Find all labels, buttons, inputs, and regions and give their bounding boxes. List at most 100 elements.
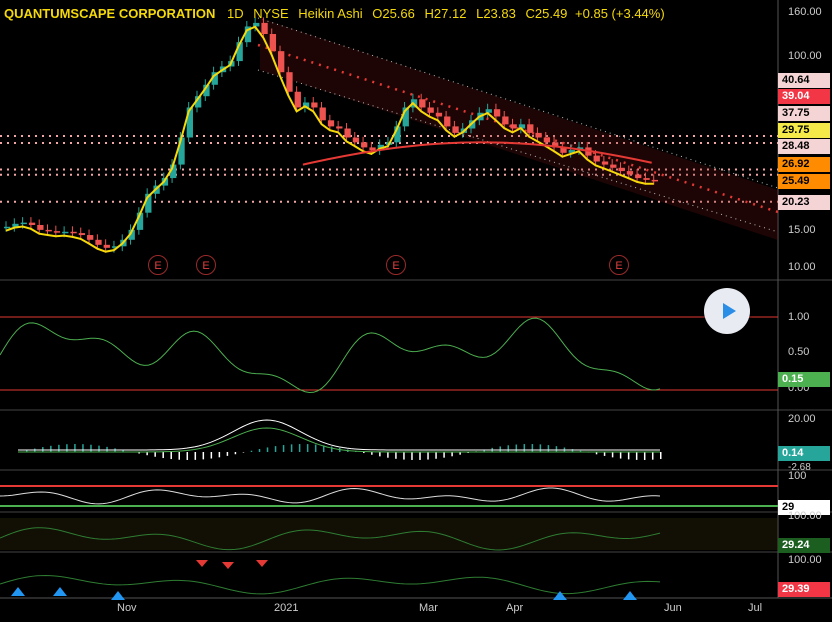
earnings-event-icon[interactable]: E — [609, 255, 629, 275]
mfi-tick: 100.00 — [788, 554, 822, 566]
osc-tag: 0.15 — [778, 372, 830, 387]
macd-histogram-bar — [26, 450, 28, 452]
macd-histogram-bar — [483, 449, 485, 452]
macd-histogram-bar — [515, 444, 518, 452]
price-tag: 26.92 — [778, 157, 830, 172]
macd-histogram-bar — [74, 444, 76, 452]
candle — [278, 51, 285, 73]
high-label: H — [424, 6, 434, 21]
candle — [493, 109, 501, 117]
oscillator-line — [0, 317, 661, 394]
candle — [543, 137, 551, 143]
mfi-tag: 29.39 — [778, 582, 830, 597]
candle — [12, 223, 19, 227]
rsi-line — [0, 487, 661, 505]
x-axis-label: Nov — [117, 602, 137, 614]
macd-histogram-bar — [395, 452, 397, 459]
earnings-event-icon[interactable]: E — [196, 255, 216, 275]
signal-marker — [53, 587, 67, 596]
candle — [236, 42, 243, 62]
open-value: 25.66 — [382, 6, 415, 21]
candle — [502, 116, 509, 125]
price-tick: 15.00 — [788, 224, 816, 236]
macd-histogram-bar — [443, 452, 445, 458]
x-axis-label: 2021 — [274, 602, 299, 614]
candle — [336, 126, 343, 129]
earnings-event-icon[interactable]: E — [386, 255, 406, 275]
candle — [261, 22, 268, 34]
macd-histogram-bar — [603, 452, 606, 456]
price-tag: 25.49 — [778, 174, 830, 189]
macd-histogram-bar — [379, 452, 381, 457]
candle — [560, 147, 567, 153]
candle — [170, 164, 177, 179]
candle — [568, 150, 575, 153]
candle — [136, 212, 144, 230]
macd-histogram-bar — [619, 452, 622, 459]
price-tag: 39.04 — [778, 89, 830, 104]
candle — [269, 33, 277, 52]
candle — [552, 142, 559, 148]
x-axis-label: Jun — [664, 602, 682, 614]
macd-histogram-bar — [635, 452, 638, 460]
macd-histogram-bar — [98, 445, 100, 452]
mfi-line — [0, 575, 661, 595]
candle — [20, 222, 27, 225]
candle — [518, 124, 526, 129]
macd-histogram-bar — [523, 444, 526, 452]
earnings-event-icon[interactable]: E — [148, 255, 168, 275]
candle — [103, 244, 110, 248]
symbol-title[interactable]: QUANTUMSCAPE CORPORATION — [4, 6, 216, 21]
signal-marker — [11, 587, 25, 596]
interval-label[interactable]: 1D — [227, 6, 244, 21]
price-tick: 100.00 — [788, 50, 822, 62]
candle — [45, 229, 52, 232]
candle — [70, 231, 77, 234]
macd-histogram-bar — [274, 446, 277, 452]
macd-histogram-bar — [403, 452, 405, 460]
macd-tag: 0.14 — [778, 446, 830, 461]
candle — [535, 132, 542, 138]
macd-histogram-bar — [387, 452, 389, 458]
candle — [485, 109, 492, 113]
rsi-tick: 100 — [788, 470, 807, 482]
candle — [111, 246, 119, 248]
macd-histogram-bar — [322, 445, 325, 452]
replay-play-button[interactable] — [704, 288, 750, 334]
candle — [203, 84, 210, 97]
x-axis-label: Apr — [506, 602, 524, 614]
macd-histogram-bar — [258, 449, 261, 452]
macd-histogram-bar — [162, 452, 164, 459]
change-value: +0.85 (+3.44%) — [575, 6, 665, 21]
candle — [352, 137, 360, 143]
signal-marker — [623, 591, 637, 600]
macd-histogram-bar — [427, 452, 429, 460]
candle — [444, 116, 451, 127]
open-label: O — [372, 6, 383, 21]
macd-histogram-bar — [627, 452, 630, 460]
candle — [593, 155, 600, 162]
macd-histogram-bar — [210, 452, 213, 459]
macd-histogram-bar — [202, 452, 205, 460]
macd-histogram-bar — [547, 445, 550, 452]
low-value: 23.83 — [483, 6, 516, 21]
candle — [419, 99, 426, 108]
macd-histogram-bar — [58, 444, 60, 452]
macd-histogram-bar — [595, 452, 598, 455]
macd-histogram-bar — [226, 452, 229, 456]
macd-histogram-bar — [298, 444, 301, 452]
candle — [452, 126, 459, 133]
macd-tag2: -2.68 — [788, 462, 811, 473]
macd-histogram-bar — [50, 445, 52, 452]
macd-histogram-bar — [290, 444, 293, 452]
macd-histogram-bar — [154, 452, 156, 457]
price-tick: 10.00 — [788, 261, 816, 273]
candle — [302, 102, 310, 108]
signal-marker — [553, 591, 567, 600]
macd-histogram-bar — [250, 450, 253, 452]
candle — [319, 107, 326, 121]
macd-histogram-bar — [146, 452, 148, 456]
candle — [211, 72, 218, 85]
macd-histogram-bar — [106, 446, 108, 452]
macd-histogram-bar — [266, 447, 269, 452]
